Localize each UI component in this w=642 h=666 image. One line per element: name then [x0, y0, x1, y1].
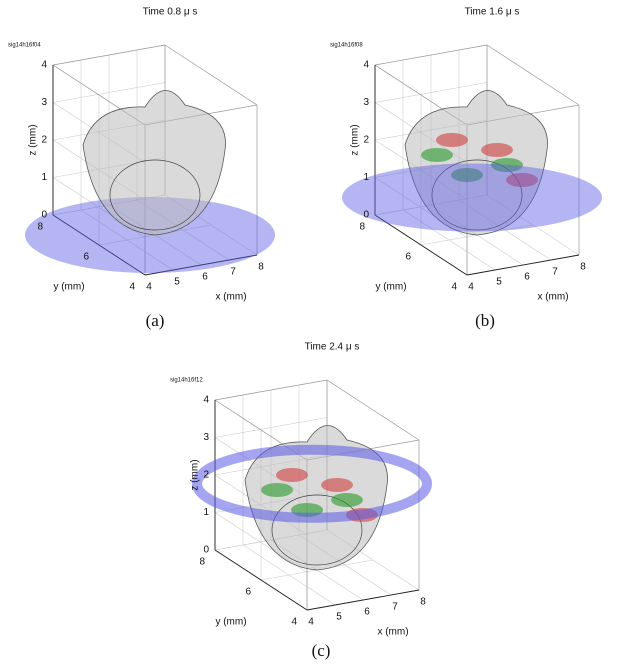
z-tick-label: 0 — [203, 545, 209, 556]
panel-title: Time 2.4 μ s — [305, 342, 360, 353]
y-tick-label: 8 — [359, 222, 365, 233]
z-tick-label: 0 — [363, 210, 369, 221]
z-tick-label: 3 — [203, 432, 209, 443]
x-tick-label: 5 — [174, 277, 180, 288]
x-tick-label: 4 — [308, 617, 314, 628]
z-axis-label: z (mm) — [28, 124, 39, 155]
x-tick-label: 5 — [336, 612, 342, 623]
inner-surface — [481, 143, 513, 157]
box-edge — [486, 44, 580, 106]
gray-surface — [82, 90, 226, 236]
y-axis — [214, 549, 308, 611]
run-id: sig14h16f12 — [170, 378, 203, 384]
z-tick-label: 4 — [363, 60, 369, 71]
x-tick-label: 8 — [420, 597, 426, 608]
blue-surface — [342, 163, 602, 232]
blue-ring — [192, 444, 432, 523]
y-axis-label: y (mm) — [53, 282, 84, 293]
z-axis-label: z (mm) — [190, 459, 201, 490]
inner-surface — [451, 168, 483, 182]
x-axis — [144, 254, 258, 276]
z-tick-label: 2 — [203, 470, 209, 481]
z-tick-label: 1 — [41, 172, 47, 183]
z-tick-label: 2 — [363, 135, 369, 146]
box-edge — [214, 379, 328, 401]
y-axis — [374, 214, 468, 276]
inner-surface — [421, 148, 453, 162]
gray-inner — [109, 159, 201, 231]
y-tick-label: 4 — [291, 617, 297, 628]
z-tick-label: 1 — [363, 172, 369, 183]
run-id: sig14h16f08 — [330, 43, 363, 49]
y-tick-label: 6 — [245, 587, 251, 598]
z-tick-label: 4 — [41, 60, 47, 71]
x-tick-label: 6 — [202, 272, 208, 283]
inner-surface — [506, 173, 538, 187]
y-axis-label: y (mm) — [215, 617, 246, 628]
x-tick-label: 8 — [580, 262, 586, 273]
z-tick-label: 3 — [41, 97, 47, 108]
box-edge — [326, 379, 420, 441]
inner-surface — [261, 483, 293, 497]
y-tick-label: 8 — [37, 222, 43, 233]
caption: (a) — [146, 311, 165, 330]
z-tick-label: 4 — [203, 395, 209, 406]
x-axis-label: x (mm) — [377, 627, 408, 638]
x-axis-label: x (mm) — [215, 292, 246, 303]
x-tick-label: 4 — [146, 282, 152, 293]
z-tick-label: 1 — [203, 507, 209, 518]
inner-surface — [321, 478, 353, 492]
z-tick-label: 0 — [41, 210, 47, 221]
y-tick-label: 4 — [451, 282, 457, 293]
panel-title: Time 0.8 μ s — [143, 7, 198, 18]
caption: (b) — [475, 311, 495, 330]
inner-surface — [276, 468, 308, 482]
x-tick-label: 7 — [230, 267, 236, 278]
x-tick-label: 7 — [392, 602, 398, 613]
x-axis — [466, 254, 580, 276]
gray-inner — [431, 159, 523, 231]
gray-inner — [271, 494, 363, 566]
x-tick-label: 6 — [364, 607, 370, 618]
box-edge — [164, 44, 258, 106]
x-axis-label: x (mm) — [537, 292, 568, 303]
panel-title: Time 1.6 μ s — [465, 7, 520, 18]
y-axis-label: y (mm) — [375, 282, 406, 293]
box-edge — [52, 44, 166, 66]
gray-surface — [244, 425, 388, 571]
box-edge — [374, 44, 488, 66]
y-tick-label: 8 — [199, 557, 205, 568]
x-tick-label: 8 — [258, 262, 264, 273]
x-tick-label: 4 — [468, 282, 474, 293]
z-tick-label: 2 — [41, 135, 47, 146]
y-tick-label: 6 — [405, 252, 411, 263]
gray-surface — [404, 90, 548, 236]
y-tick-label: 4 — [129, 282, 135, 293]
inner-surface — [331, 493, 363, 507]
x-tick-label: 6 — [524, 272, 530, 283]
y-axis — [52, 214, 146, 276]
caption: (c) — [312, 641, 331, 660]
x-tick-label: 5 — [496, 277, 502, 288]
y-tick-label: 6 — [83, 252, 89, 263]
z-axis-label: z (mm) — [350, 124, 361, 155]
x-axis — [306, 589, 420, 611]
inner-surface — [436, 133, 468, 147]
inner-surface — [491, 158, 523, 172]
blue-surface — [25, 197, 275, 273]
x-tick-label: 7 — [552, 267, 558, 278]
z-tick-label: 3 — [363, 97, 369, 108]
run-id: sig14h16f04 — [8, 43, 41, 49]
